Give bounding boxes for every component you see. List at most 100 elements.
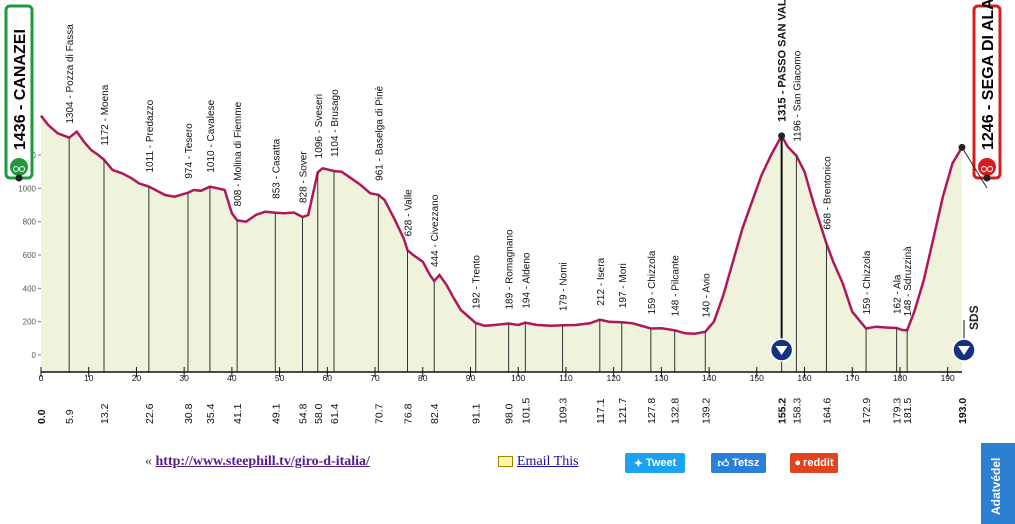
km-label: 82.4 [429,403,441,424]
source-line: « http://www.steephill.tv/giro-d-italia/ [145,454,370,470]
finish-wheel-icon [981,166,987,172]
x-tick-label: 0 [39,373,44,383]
elevation-area [41,115,962,372]
y-tick-label: 400 [23,284,37,293]
x-tick-label: 170 [845,373,859,383]
place-label: 668 - Brentonico [822,156,833,230]
x-tick-label: 120 [607,373,621,383]
x-tick-label: 70 [370,373,380,383]
x-tick-label: 110 [559,373,573,383]
email-link[interactable]: Email This [498,454,579,470]
km-label: 117.1 [595,398,607,424]
x-tick-label: 80 [418,373,428,383]
km-label: 132.8 [670,398,682,424]
start-wheel-icon [19,166,25,172]
start-wheel-icon [13,166,19,172]
place-label: 1096 - Sveseri [314,94,325,158]
km-label: 155.2 [777,398,789,424]
km-label: 164.6 [821,398,833,424]
tweet-label: Tweet [645,457,677,469]
start-label-box: 1436 - CANAZEI [4,4,34,182]
y-tick-label: 200 [23,318,37,327]
x-tick-label: 140 [702,373,716,383]
km-label: 22.6 [144,403,156,424]
place-label: 1104 - Brusago [330,89,341,157]
source-link[interactable]: http://www.steephill.tv/giro-d-italia/ [155,454,370,469]
kom-markers [769,132,976,362]
link-bar: « http://www.steephill.tv/giro-d-italia/… [0,450,1015,478]
place-label: 189 - Romagnano [505,229,516,309]
place-label: 1315 - PASSO SAN VALENTINO [777,0,789,122]
finish-label-box: 1246 - SEGA DI ALA [958,0,1002,189]
km-label: 91.1 [471,403,483,424]
km-label: 13.2 [99,403,111,424]
place-label: 1172 - Moena [100,84,111,145]
place-label: 148 - Pilcante [671,255,682,317]
reddit-label: reddit [803,457,834,469]
place-label: 1196 - San Giacomo [792,50,803,141]
y-tick-label: 800 [23,218,37,227]
place-label: 140 - Avio [701,273,712,318]
kom-triangle-icon [958,346,970,355]
x-tick-label: 20 [132,373,142,383]
place-label: 444 - Civezzano [430,194,441,267]
facebook-like-button[interactable]: 👍︎ Tetsz [711,453,766,473]
start-point [15,174,23,182]
place-label: 212 - Isera [596,257,607,305]
km-label: 179.3 [892,398,904,424]
km-label: 98.0 [504,403,516,424]
km-label: 127.8 [646,398,658,424]
x-tick-label: 190 [941,373,955,383]
km-label: 41.1 [232,403,244,424]
elevation-line [40,114,964,335]
reddit-alien-icon: ● [794,457,802,469]
x-tick-label: 40 [227,373,237,383]
x-tick-label: 90 [466,373,476,383]
tweet-button[interactable]: ✦ Tweet [625,453,685,473]
km-label: 172.9 [861,398,873,424]
km-label: 70.7 [373,403,385,424]
privacy-sidebar-tab[interactable]: Adatvédel [981,443,1015,524]
x-tick-label: 130 [654,373,668,383]
place-label: 853 - Casatta [271,138,282,198]
x-tick-label: 10 [84,373,94,383]
place-label: 961 - Baselga di Pinè [374,85,385,181]
prefix-glyph: « [145,454,152,469]
finish-summit-point [958,143,966,151]
km-label: 54.8 [298,403,310,424]
place-label: 1304 - Pozza di Fassa [65,24,76,124]
facebook-label: Tetsz [732,457,760,469]
finish-wheel-icon [987,166,993,172]
finish-text: 1246 - SEGA DI ALA [980,0,997,150]
km-label: 0.0 [36,409,48,424]
finish-point [983,174,991,182]
place-markers: 1304 - Pozza di Fassa 1172 - Moena 1011 - … [65,0,914,372]
elevation-profile-chart: 020040060080010001200 1304 - Pozza di Fa… [4,0,1002,424]
kom-triangle-icon [775,346,788,355]
x-tick-label: 150 [750,373,764,383]
km-label: 35.4 [205,403,217,424]
place-label: 1011 - Predazzo [145,99,156,172]
km-label: 30.8 [183,403,195,424]
place-label: 808 - Molina di Fiemme [233,101,244,206]
x-tick-label: 180 [893,373,907,383]
y-tick-label: 0 [32,351,37,360]
y-tick-label: 1000 [18,184,36,193]
finish-cyclist-icon [978,158,996,176]
place-label: 159 - Chizzola [647,250,658,314]
km-label: 181.5 [902,398,914,424]
twitter-bird-icon: ✦ [633,457,643,470]
x-tick-label: 30 [179,373,189,383]
place-label: 192 - Trento [472,255,483,309]
reddit-button[interactable]: ● reddit [790,453,838,473]
start-cyclist-icon [10,158,28,176]
sidebar-tab-label: Adatvédel [989,457,1003,515]
place-label: 179 - Nomi [559,262,570,311]
place-label: 159 - Chizzola [862,250,873,314]
km-label: 61.4 [329,403,341,424]
km-label: 109.3 [558,398,570,424]
x-tick-label: 160 [797,373,811,383]
km-label: 101.5 [520,398,532,424]
place-label: 162 - Ala [893,274,904,314]
place-label: 628 - Valle [403,189,414,237]
